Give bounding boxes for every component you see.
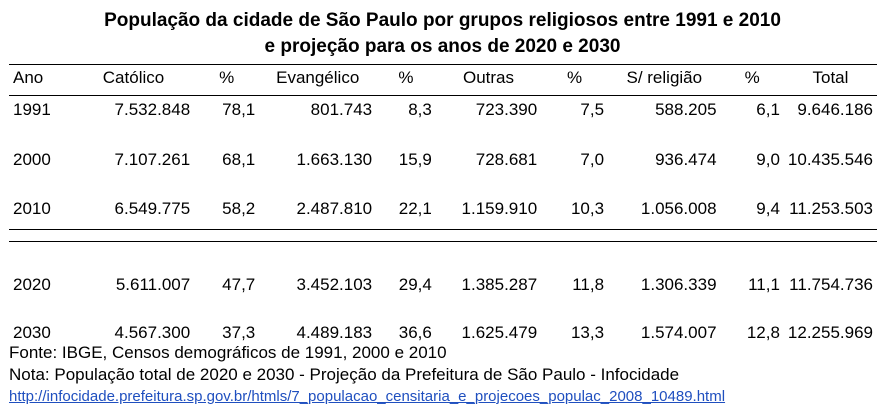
header-outras: Outras	[463, 68, 515, 87]
cell-year: 2020	[13, 274, 51, 294]
header-ano: Ano	[13, 68, 44, 87]
cell-total: 9.646.186	[797, 100, 873, 119]
cell-evangelico-pct: 22,1	[398, 199, 432, 218]
cell-evangelico: 3.452.103	[296, 274, 373, 294]
table-row: 2010 6.549.775 58,2 2.487.810 22,1 1.159…	[9, 192, 877, 225]
header-evangelico: Evangélico	[276, 68, 360, 87]
header-catolico: Católico	[102, 68, 165, 87]
cell-evangelico-pct: 36,6	[398, 322, 432, 342]
cell-evangelico-pct: 8,3	[408, 100, 432, 119]
cell-total: 11.754.736	[789, 274, 873, 294]
cell-year: 2010	[13, 199, 51, 218]
cell-evangelico: 2.487.810	[296, 199, 373, 218]
cell-outras: 1.625.479	[461, 322, 538, 342]
table-title-line-1: População da cidade de São Paulo por gru…	[104, 10, 781, 31]
cell-evangelico: 1.663.130	[296, 149, 373, 169]
cell-catolico-pct: 68,1	[222, 149, 256, 169]
cell-evangelico: 4.489.183	[296, 322, 373, 342]
cell-sem-religiao-pct: 9,0	[756, 149, 780, 169]
cell-outras: 1.159.910	[461, 199, 538, 218]
cell-catolico: 5.611.007	[115, 274, 191, 294]
cell-catolico-pct: 37,3	[222, 322, 256, 342]
notes-block: Fonte: IBGE, Censos demográficos de 1991…	[9, 342, 725, 408]
cell-outras-pct: 7,0	[580, 149, 605, 169]
header-outras-pct: %	[567, 68, 583, 87]
header-sem-religiao-pct: %	[744, 68, 760, 87]
table-row: 2030 4.567.300 37,3 4.489.183 36,6 1.625…	[9, 310, 877, 354]
cell-sem-religiao-pct: 12,8	[746, 322, 780, 342]
table-header-row: Ano Católico % Evangélico % Outras % S/ …	[9, 63, 877, 93]
section-divider-rule-1	[9, 229, 877, 230]
table-title-line-2: e projeção para os anos de 2020 e 2030	[264, 36, 621, 57]
table-row: 2020 5.611.007 47,7 3.452.103 29,4 1.385…	[9, 258, 877, 310]
cell-year: 2000	[13, 149, 51, 169]
cell-outras: 1.385.287	[461, 274, 538, 294]
cell-catolico-pct: 58,2	[222, 199, 256, 218]
cell-total: 12.255.969	[787, 322, 873, 342]
cell-catolico-pct: 78,1	[222, 100, 256, 119]
cell-catolico: 4.567.300	[114, 322, 191, 342]
cell-total: 11.253.503	[789, 199, 873, 218]
cell-year: 2030	[13, 322, 51, 342]
cell-outras: 723.390	[475, 100, 538, 119]
header-catolico-pct: %	[219, 68, 235, 87]
cell-catolico: 7.107.261	[114, 149, 191, 169]
table-row: 1991 7.532.848 78,1 801.743 8,3 723.390 …	[9, 93, 877, 126]
religious-groups-table: Ano Católico % Evangélico % Outras % S/ …	[9, 63, 877, 354]
header-top-rule	[9, 64, 877, 65]
section-gap	[9, 225, 877, 258]
cell-sem-religiao-pct: 6,1	[756, 100, 780, 119]
source-link[interactable]: http://infocidade.prefeitura.sp.gov.br/h…	[9, 388, 726, 405]
cell-sem-religiao-pct: 11,1	[748, 274, 780, 294]
cell-total: 10.435.546	[787, 149, 873, 169]
cell-evangelico-pct: 29,4	[398, 274, 432, 294]
cell-catolico: 7.532.848	[114, 100, 191, 119]
cell-catolico: 6.549.775	[114, 199, 191, 218]
cell-outras-pct: 7,5	[580, 100, 605, 119]
header-bottom-rule	[9, 95, 877, 96]
cell-sem-religiao: 1.306.339	[640, 274, 717, 294]
cell-sem-religiao-pct: 9,4	[756, 199, 780, 218]
cell-sem-religiao: 936.474	[655, 149, 717, 169]
header-sem-religiao: S/ religião	[626, 68, 703, 87]
header-evangelico-pct: %	[398, 68, 414, 87]
cell-outras-pct: 11,8	[572, 274, 605, 294]
cell-year: 1991	[13, 100, 51, 119]
cell-outras-pct: 13,3	[570, 322, 605, 342]
cell-sem-religiao: 588.205	[655, 100, 717, 119]
projection-note: Nota: População total de 2020 e 2030 - P…	[9, 365, 680, 384]
cell-sem-religiao: 1.056.008	[640, 199, 717, 218]
cell-outras-pct: 10,3	[570, 199, 605, 218]
cell-evangelico: 801.743	[310, 100, 373, 119]
header-total: Total	[812, 68, 849, 87]
section-divider-rule-2	[9, 241, 877, 242]
cell-catolico-pct: 47,7	[222, 274, 256, 294]
source-note: Fonte: IBGE, Censos demográficos de 1991…	[9, 343, 447, 362]
table-row: 2000 7.107.261 68,1 1.663.130 15,9 728.6…	[9, 126, 877, 192]
cell-evangelico-pct: 15,9	[398, 149, 432, 169]
cell-sem-religiao: 1.574.007	[640, 322, 717, 342]
cell-outras: 728.681	[475, 149, 538, 169]
